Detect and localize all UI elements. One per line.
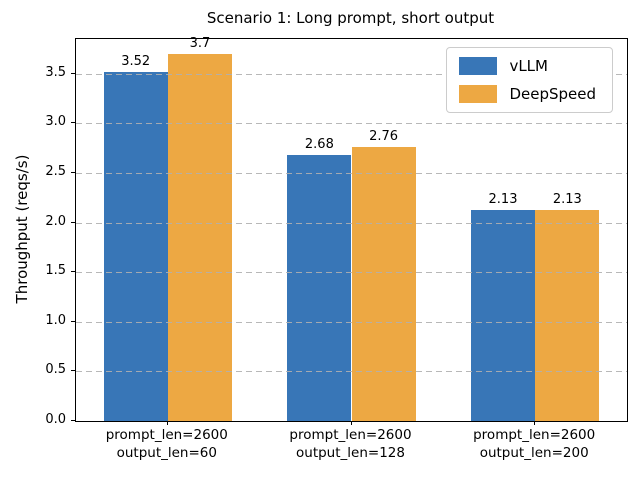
bar-deepspeed-group2 bbox=[535, 209, 600, 421]
gridline-y-2.5 bbox=[76, 172, 627, 174]
x-tick-mark bbox=[534, 421, 536, 425]
y-tick-mark bbox=[71, 420, 75, 421]
y-tick-label: 2.5 bbox=[45, 163, 66, 179]
chart-title: Scenario 1: Long prompt, short output bbox=[206, 9, 495, 27]
bar-value-label: 2.68 bbox=[304, 137, 334, 153]
y-tick-mark bbox=[71, 122, 75, 124]
legend-label: vLLM bbox=[509, 57, 548, 75]
y-tick-mark bbox=[71, 271, 75, 273]
y-tick-label: 3.5 bbox=[45, 64, 66, 80]
x-tick-label-group0: prompt_len=2600 output_len=60 bbox=[72, 427, 262, 463]
bar-vllm-group0 bbox=[103, 71, 168, 421]
legend-item-vllm: vLLM bbox=[459, 57, 596, 75]
x-tick-label-line: prompt_len=2600 bbox=[105, 427, 228, 443]
y-tick-label: 1.0 bbox=[45, 312, 66, 328]
legend-label: DeepSpeed bbox=[509, 85, 596, 103]
y-tick-mark bbox=[71, 171, 75, 173]
gridline-y-3.0 bbox=[76, 123, 627, 125]
x-tick-label-line: prompt_len=2600 bbox=[289, 427, 412, 443]
legend-swatch-vllm bbox=[459, 57, 498, 75]
x-tick-label-group1: prompt_len=2600 output_len=128 bbox=[256, 427, 446, 463]
x-tick-label-line: output_len=200 bbox=[479, 444, 589, 461]
bar-value-label: 3.7 bbox=[189, 35, 211, 51]
legend: vLLM DeepSpeed bbox=[446, 47, 613, 113]
y-tick-mark bbox=[71, 370, 75, 372]
bar-deepspeed-group0 bbox=[167, 53, 233, 421]
legend-swatch-deepspeed bbox=[459, 85, 498, 103]
bar-vllm-group1 bbox=[287, 155, 352, 421]
y-tick-label: 0.0 bbox=[45, 412, 66, 427]
y-tick-label: 3.0 bbox=[45, 114, 66, 130]
y-tick-mark bbox=[71, 221, 75, 223]
x-tick-mark bbox=[166, 421, 168, 425]
legend-item-deepspeed: DeepSpeed bbox=[459, 85, 596, 103]
gridline-y-1.5 bbox=[76, 272, 627, 274]
bar-value-label: 3.52 bbox=[121, 53, 151, 69]
gridline-y-0.5 bbox=[76, 371, 627, 373]
bar-vllm-group2 bbox=[470, 209, 536, 421]
plot-area: vLLM DeepSpeed 3.52 2.68 2.13 3.7 2.76 2.13 bbox=[75, 35, 628, 422]
gridline-y-1.0 bbox=[76, 321, 627, 323]
bar-value-label: 2.13 bbox=[488, 191, 518, 207]
x-tick-label-line: output_len=60 bbox=[116, 444, 217, 461]
y-tick-label: 0.5 bbox=[45, 362, 66, 378]
gridline-y-2.0 bbox=[76, 222, 627, 224]
bar-value-label: 2.13 bbox=[552, 191, 582, 207]
y-tick-mark bbox=[71, 320, 75, 322]
x-tick-label-group2: prompt_len=2600 output_len=200 bbox=[439, 427, 629, 463]
x-tick-label-line: prompt_len=2600 bbox=[473, 427, 596, 443]
x-tick-mark bbox=[350, 421, 352, 425]
y-tick-mark bbox=[71, 72, 75, 74]
gridline-y-3.5 bbox=[76, 73, 627, 75]
y-tick-label: 1.5 bbox=[45, 263, 66, 279]
y-tick-label: 2.0 bbox=[45, 213, 66, 229]
x-tick-label-line: output_len=128 bbox=[296, 444, 405, 461]
bar-value-label: 2.76 bbox=[369, 129, 399, 145]
bar-deepspeed-group1 bbox=[351, 147, 416, 421]
